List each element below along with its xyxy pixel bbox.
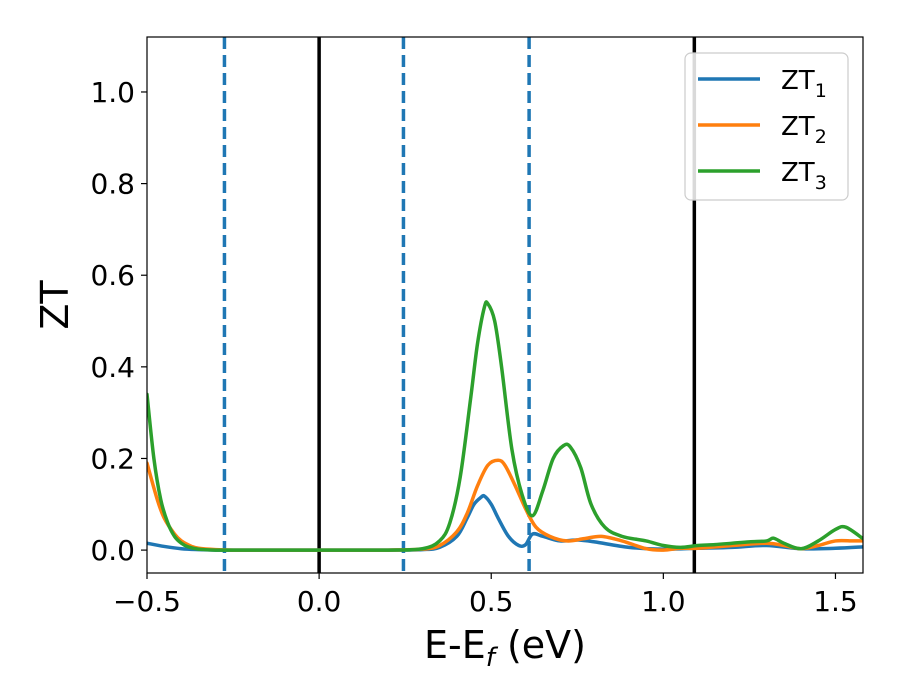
legend-label-main: ZT [781, 158, 815, 188]
x-axis-title-main: E-E [424, 623, 486, 667]
legend-label-subscript: 2 [815, 126, 827, 148]
series-line-zt3 [147, 300, 863, 552]
legend-label-main: ZT [781, 66, 815, 96]
y-tick-label: 0.4 [90, 351, 135, 384]
x-tick-label: 0.0 [297, 585, 342, 618]
legend-label-subscript: 1 [815, 80, 827, 102]
legend-label-zt3: ZT3 [781, 158, 827, 194]
legend-label-main: ZT [781, 112, 815, 142]
legend-label-subscript: 3 [815, 172, 827, 194]
x-tick-label: 1.0 [641, 585, 686, 618]
legend-box [684, 52, 849, 201]
x-tick-label: −0.5 [113, 585, 181, 618]
y-axis-title: ZT [33, 280, 77, 330]
y-tick-label: 0.8 [90, 168, 135, 201]
x-tick-label: 1.5 [813, 585, 858, 618]
axes-frame [146, 36, 864, 574]
x-axis-title: E-Ef (eV) [424, 623, 586, 673]
x-tick-label: 0.5 [469, 585, 514, 618]
legend-label-zt2: ZT2 [781, 112, 827, 148]
x-axis-title-unit: (eV) [495, 623, 586, 667]
legend-label-zt1: ZT1 [781, 66, 827, 102]
y-tick-label: 0.0 [90, 534, 135, 567]
y-tick-label: 0.2 [90, 442, 135, 475]
y-tick-label: 0.6 [90, 259, 135, 292]
axes: −0.5 0.0 0.5 1.0 1.5 0.0 0.2 0.4 0.6 0.8 1.0 [90, 36, 864, 618]
y-tick-label: 1.0 [90, 76, 135, 109]
